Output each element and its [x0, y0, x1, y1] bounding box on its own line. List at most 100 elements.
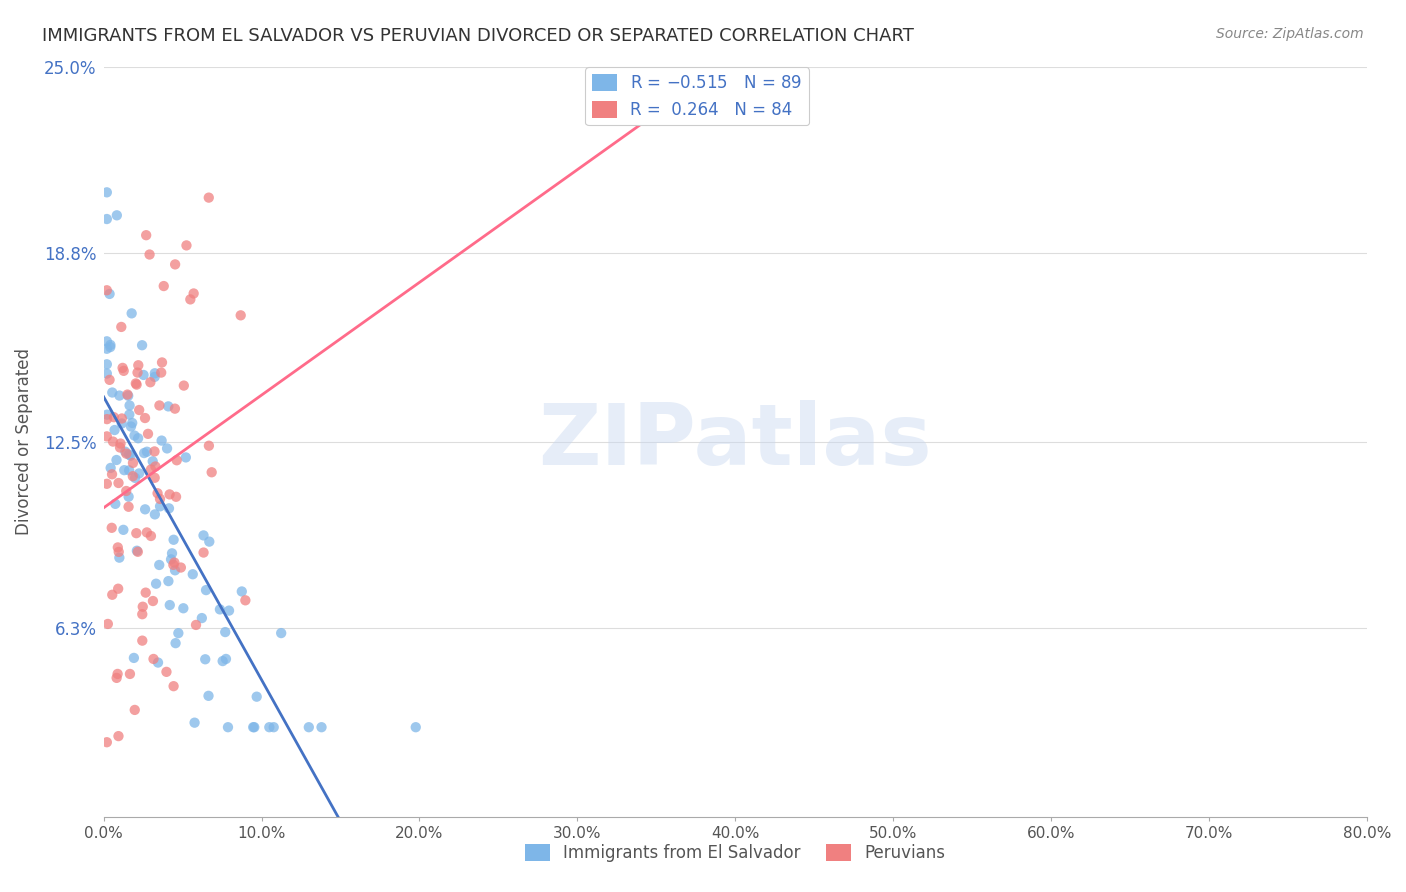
Point [311, 720, 333, 734]
Point [118, 667, 141, 681]
Point [110, 436, 132, 450]
Point [135, 585, 157, 599]
Point [193, 528, 215, 542]
Point [142, 594, 165, 608]
Point [101, 588, 124, 602]
Point [298, 720, 321, 734]
Point [142, 652, 165, 666]
Point [100, 521, 122, 535]
Point [149, 491, 172, 506]
Point [246, 690, 269, 704]
Point [173, 378, 195, 392]
Point [143, 366, 166, 380]
Point [142, 454, 165, 468]
Point [172, 601, 194, 615]
Point [105, 453, 128, 467]
Point [231, 584, 253, 599]
Point [124, 428, 146, 442]
Point [96, 735, 118, 749]
Point [108, 441, 131, 455]
Point [122, 456, 145, 470]
Point [105, 671, 128, 685]
Point [163, 401, 186, 416]
Point [157, 400, 180, 414]
Point [218, 604, 240, 618]
Point [194, 652, 217, 666]
Point [121, 416, 143, 430]
Point [121, 469, 143, 483]
Point [98, 287, 121, 301]
Point [108, 550, 131, 565]
Point [183, 286, 205, 301]
Point [156, 442, 179, 456]
Point [138, 247, 160, 261]
Point [270, 626, 292, 640]
Point [124, 703, 146, 717]
Point [115, 483, 138, 498]
Point [157, 501, 180, 516]
Point [263, 720, 285, 734]
Point [96, 283, 118, 297]
Point [159, 487, 181, 501]
Point [108, 388, 131, 402]
Point [107, 541, 129, 555]
Point [96, 212, 118, 227]
Point [117, 500, 139, 514]
Point [198, 534, 221, 549]
Point [139, 376, 162, 390]
Point [118, 408, 141, 422]
Point [125, 543, 148, 558]
Point [128, 467, 150, 481]
Point [132, 368, 155, 382]
Point [117, 490, 139, 504]
Point [127, 545, 149, 559]
Point [197, 689, 219, 703]
Point [143, 471, 166, 485]
Point [159, 598, 181, 612]
Point [110, 320, 132, 334]
Point [125, 526, 148, 541]
Text: IMMIGRANTS FROM EL SALVADOR VS PERUVIAN DIVORCED OR SEPARATED CORRELATION CHART: IMMIGRANTS FROM EL SALVADOR VS PERUVIAN … [42, 27, 914, 45]
Point [181, 567, 204, 582]
Point [155, 665, 177, 679]
Point [136, 426, 159, 441]
Point [214, 625, 236, 640]
Point [111, 360, 134, 375]
Point [143, 508, 166, 522]
Point [103, 423, 125, 437]
Point [96, 357, 118, 371]
Point [131, 338, 153, 352]
Point [101, 385, 124, 400]
Point [148, 558, 170, 572]
Point [96, 342, 118, 356]
Point [235, 593, 257, 607]
Point [121, 306, 143, 320]
Point [162, 533, 184, 547]
Point [160, 546, 183, 560]
Point [135, 228, 157, 243]
Point [197, 191, 219, 205]
Point [107, 729, 129, 743]
Point [96, 334, 118, 349]
Point [100, 461, 122, 475]
Point [134, 502, 156, 516]
Point [104, 497, 127, 511]
Point [134, 446, 156, 460]
Point [125, 377, 148, 392]
Point [98, 373, 121, 387]
Point [127, 358, 149, 372]
Point [143, 369, 166, 384]
Point [96, 476, 118, 491]
Point [145, 459, 167, 474]
Point [148, 399, 170, 413]
Point [132, 599, 155, 614]
Point [107, 475, 129, 490]
Point [124, 471, 146, 485]
Point [127, 431, 149, 445]
Point [183, 715, 205, 730]
Point [215, 652, 238, 666]
Point [139, 529, 162, 543]
Point [111, 417, 134, 431]
Point [135, 525, 157, 540]
Point [115, 447, 138, 461]
